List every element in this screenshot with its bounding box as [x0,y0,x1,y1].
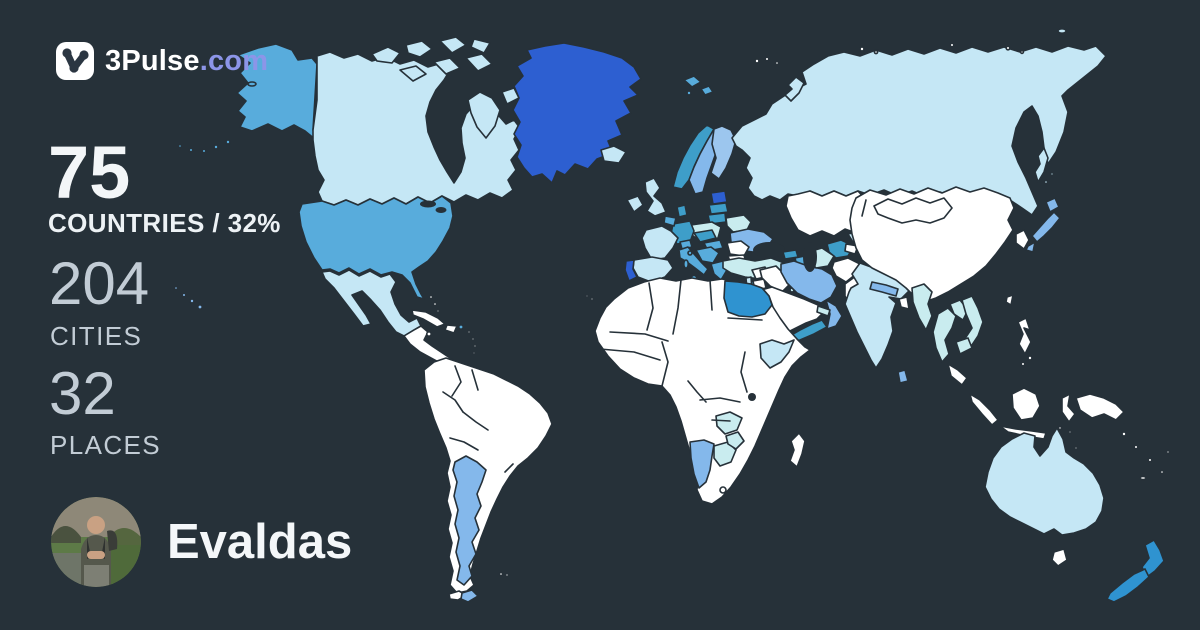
wrangel-island [1057,27,1067,34]
brand-suffix: .com [199,44,269,77]
country-greenland [512,42,642,184]
novaya-zemlya [784,76,805,102]
st-lawrence-island [247,81,257,87]
country-uk [644,177,667,217]
great-lakes-east [435,207,447,213]
taiwan [1005,294,1014,306]
franz-josef-land [754,56,780,66]
country-estonia [710,190,728,205]
sumatra [969,393,999,426]
canary-islands [584,293,595,302]
great-lakes [420,200,436,208]
kuril-islands [1043,171,1055,185]
madagascar [789,432,806,468]
brand-name: 3Pulse.com [105,44,269,77]
profile-name: Evaldas [167,515,353,569]
country-usa [298,195,454,300]
pacific-islands [1121,431,1171,481]
places-label: PLACES [50,430,162,460]
country-sri-lanka [897,369,909,384]
sulawesi [1061,393,1076,423]
lake-victoria [748,393,756,401]
cities-label: CITIES [50,321,143,351]
cities-count: 204 [49,250,150,317]
places-count: 32 [49,360,116,427]
country-japan [1025,197,1061,253]
pulse-check-icon [56,42,94,80]
country-thailand [932,307,957,363]
country-latvia [708,202,729,215]
falkland-islands [498,571,510,578]
country-denmark [676,204,688,218]
avatar [51,497,141,587]
aleutian-islands [177,139,231,154]
canadian-arctic-islands [371,36,520,139]
philippines [1017,317,1033,367]
country-france [641,225,679,261]
country-benelux [663,215,677,227]
country-ireland [626,195,644,213]
country-mongolia [873,197,953,224]
country-zambia [715,411,743,435]
countries-count: 75 [48,131,131,214]
jamaica [425,330,432,337]
country-spain [632,256,674,283]
country-egypt [723,280,773,318]
arctic-russian-islands [859,42,1025,55]
tierra-del-fuego [460,589,479,603]
country-malaysia [947,363,968,386]
tasmania [1051,548,1068,567]
sakhalin [1034,147,1049,183]
puerto-rico [457,323,464,330]
profile: Evaldas [51,497,352,587]
country-bangladesh [898,296,910,310]
lesotho [719,486,727,494]
country-vietnam [961,295,984,349]
country-korea [1015,229,1030,250]
country-romania [726,240,750,257]
lakes-and-seas [420,200,817,401]
countries-label: COUNTRIES / 32% [48,208,281,238]
bahamas-antilles [428,294,478,355]
country-namibia [689,439,715,489]
sardinia [682,259,689,269]
new-guinea [1075,393,1125,421]
country-alaska [236,43,334,155]
country-switzerland [679,239,693,250]
country-nepal [869,281,899,297]
country-argentina [452,455,487,586]
hispaniola [444,324,458,334]
hawaii-islands [173,285,204,310]
country-austria-czechia [693,229,717,243]
country-ethiopia [759,339,795,369]
corsica [687,250,693,256]
country-portugal [624,259,638,282]
country-border-lines [442,199,867,473]
country-balkans [695,246,720,264]
country-oman [825,299,843,330]
country-finland [710,125,737,180]
svalbard [683,75,714,96]
country-australia [984,427,1105,536]
country-myanmar [911,283,933,331]
caspian-sea [803,242,817,272]
borneo [1011,387,1041,421]
country-uae [816,305,831,317]
brand-logo[interactable]: 3Pulse.com [56,42,268,80]
south-america [423,357,553,594]
black-sea [753,242,785,258]
country-iceland [600,145,627,164]
cuba [411,309,446,328]
country-cambodia [955,337,973,355]
country-zimbabwe [725,431,745,450]
country-new-zealand [1106,539,1165,603]
country-russia [731,45,1107,216]
